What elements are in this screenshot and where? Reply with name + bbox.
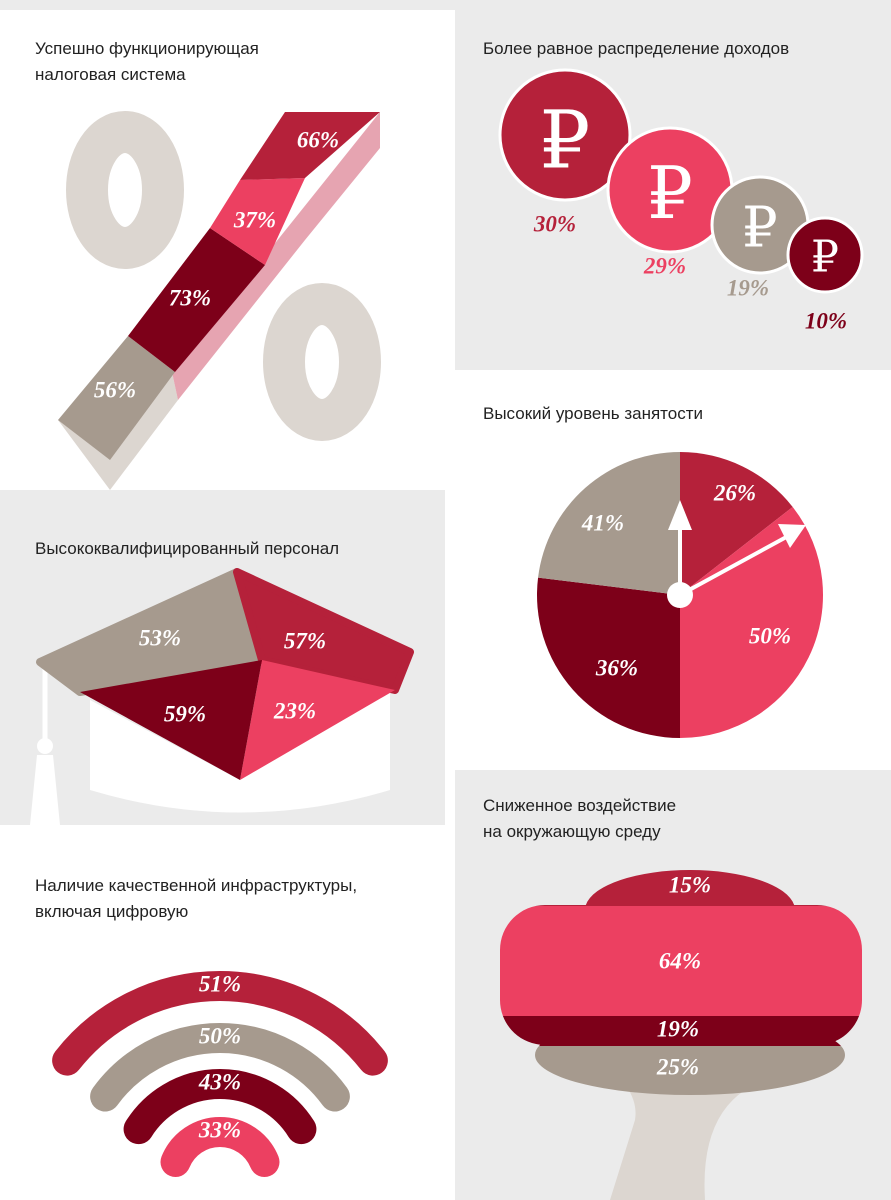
value-label: 19% — [657, 1016, 699, 1041]
coin-symbol: ₽ — [540, 94, 591, 187]
panel-title: на окружающую среду — [483, 822, 661, 841]
clock-hands — [667, 500, 806, 608]
value-label: 10% — [805, 308, 847, 333]
pie-slice — [537, 577, 680, 738]
coin-symbol: ₽ — [811, 232, 839, 283]
top-strip — [0, 0, 891, 10]
value-label: 19% — [727, 275, 769, 300]
value-label: 41% — [581, 510, 624, 535]
value-label: 25% — [656, 1054, 699, 1079]
value-label: 15% — [669, 872, 711, 897]
value-label: 36% — [595, 655, 638, 680]
panel-title: Высококвалифицированный персонал — [35, 539, 339, 558]
value-label: 59% — [164, 701, 206, 726]
wifi-arc — [123, 1069, 317, 1145]
pie-slice — [680, 506, 823, 738]
clock-pie — [537, 452, 823, 738]
wifi-arc — [160, 1117, 280, 1178]
graduation-cap — [30, 568, 414, 825]
value-label: 53% — [139, 625, 181, 650]
value-label: 50% — [749, 623, 791, 648]
value-label: 73% — [169, 285, 211, 310]
value-label: 26% — [713, 480, 756, 505]
percent-figure — [58, 111, 381, 490]
value-label: 64% — [659, 948, 701, 973]
wifi-arcs — [52, 971, 388, 1178]
wifi-arc — [90, 1023, 350, 1112]
coin-symbol: ₽ — [742, 196, 778, 261]
coin-symbol: ₽ — [647, 151, 693, 235]
value-label: 56% — [94, 377, 136, 402]
value-label: 66% — [297, 127, 339, 152]
panel-title: налоговая система — [35, 65, 186, 84]
pie-slice — [680, 452, 793, 595]
panel-title: Успешно функционирующая — [35, 39, 259, 58]
pie-slice — [538, 452, 680, 595]
value-label: 51% — [199, 971, 241, 996]
wifi-arc — [52, 971, 388, 1076]
panel-title: Сниженное воздействие — [483, 796, 676, 815]
value-label: 30% — [533, 211, 576, 236]
value-label: 29% — [643, 253, 686, 278]
panel-title: Более равное распределение доходов — [483, 39, 789, 58]
panel-title: включая цифровую — [35, 902, 188, 921]
value-label: 50% — [199, 1023, 241, 1048]
value-label: 57% — [284, 628, 326, 653]
value-label: 23% — [273, 698, 316, 723]
value-label: 33% — [198, 1117, 241, 1142]
value-label: 37% — [233, 207, 276, 232]
value-label: 43% — [198, 1069, 241, 1094]
panel-title: Наличие качественной инфраструктуры, — [35, 876, 357, 895]
panel-title: Высокий уровень занятости — [483, 404, 703, 423]
coins — [498, 68, 864, 294]
